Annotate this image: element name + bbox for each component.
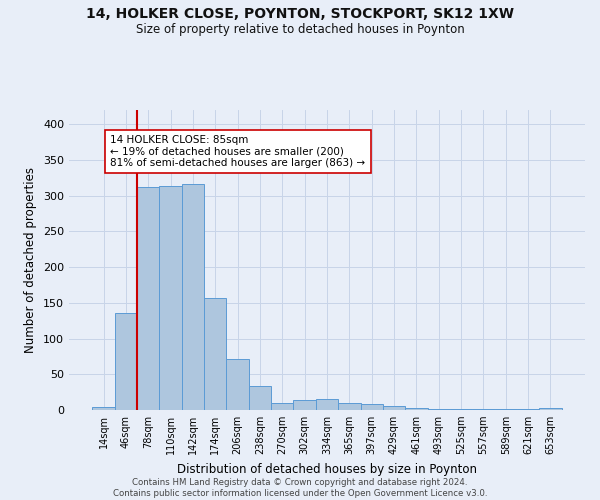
Text: 14 HOLKER CLOSE: 85sqm
← 19% of detached houses are smaller (200)
81% of semi-de: 14 HOLKER CLOSE: 85sqm ← 19% of detached… (110, 135, 365, 168)
Text: 14, HOLKER CLOSE, POYNTON, STOCKPORT, SK12 1XW: 14, HOLKER CLOSE, POYNTON, STOCKPORT, SK… (86, 8, 514, 22)
Bar (338, 403, 361, 410)
X-axis label: Distribution of detached houses by size in Poynton: Distribution of detached houses by size … (177, 462, 477, 475)
Bar (92, 407, 115, 410)
Bar (249, 386, 271, 410)
Bar (271, 403, 293, 410)
Bar (204, 298, 226, 410)
Text: Size of property relative to detached houses in Poynton: Size of property relative to detached ho… (136, 22, 464, 36)
Bar (115, 313, 137, 410)
Bar (226, 360, 249, 410)
Bar (405, 408, 428, 410)
Bar (137, 187, 160, 410)
Text: Contains HM Land Registry data © Crown copyright and database right 2024.
Contai: Contains HM Land Registry data © Crown c… (113, 478, 487, 498)
Bar (160, 186, 182, 410)
Y-axis label: Number of detached properties: Number of detached properties (25, 167, 37, 353)
Bar (539, 408, 562, 410)
Bar (450, 408, 472, 410)
Bar (293, 400, 316, 410)
Bar (383, 406, 405, 410)
Bar (361, 404, 383, 410)
Bar (182, 184, 204, 410)
Bar (316, 400, 338, 410)
